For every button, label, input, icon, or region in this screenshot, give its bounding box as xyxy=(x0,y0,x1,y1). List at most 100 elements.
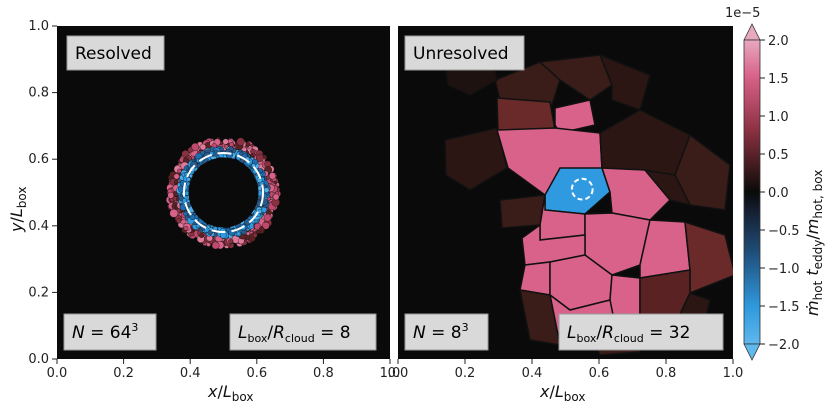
ring-cell-inner xyxy=(257,209,263,214)
ring-cell-inner xyxy=(263,187,270,193)
ring-cell-inner xyxy=(219,146,224,152)
ring-cell-inner xyxy=(186,177,191,182)
colorbar-gradient xyxy=(743,39,761,345)
colorbar-tick-label: −1.5 xyxy=(768,300,800,315)
cloud-core xyxy=(188,157,259,228)
right-annotation-ratio: Lbox/Rcloud = 32 xyxy=(567,323,690,345)
colorbar-tick-label: 2.0 xyxy=(768,34,789,49)
x-tick-label: 1.0 xyxy=(380,366,401,381)
x-tick-label: 0.6 xyxy=(246,366,267,381)
left-panel: Resolved N = 643 Lbox/Rcloud = 8 0.0 0.2 0… xyxy=(28,19,400,381)
cell-dark xyxy=(444,127,508,191)
y-tick-label: 0.8 xyxy=(28,86,49,101)
ring-cell-outer xyxy=(250,148,256,155)
x-tick-label: 0.4 xyxy=(522,366,543,381)
ring-cell-inner xyxy=(236,231,242,237)
cloud-boundary xyxy=(182,151,265,234)
right-cloud-marker xyxy=(570,177,594,201)
left-annotation-ratio: Lbox/Rcloud = 8 xyxy=(238,323,351,345)
colorbar: 1e−5 2.0 1.5 1.0 0.5 0.0 −0.5 −1.0 −1.5 −2.0 ṁho… xyxy=(725,6,825,361)
colorbar-top-extension xyxy=(743,23,761,41)
colorbar-tick-label: −1.0 xyxy=(768,262,800,277)
right-annotation-n: N = 83 xyxy=(413,321,469,343)
ring-cell-inner xyxy=(184,190,190,196)
x-tick-label: 0.4 xyxy=(180,366,201,381)
ring-cell-outer xyxy=(167,191,175,199)
left-annotation-n-box: N = 643 xyxy=(63,313,157,351)
ring-cell-outer xyxy=(222,138,229,145)
right-label: Unresolved xyxy=(413,44,509,64)
colorbar-label: ṁhot teddy/mhot, box xyxy=(803,170,825,316)
right-x-axis-label: x/Lbox xyxy=(539,382,585,404)
ring-cell-outer xyxy=(228,238,234,244)
colorbar-scale-note: 1e−5 xyxy=(725,6,760,21)
cell-dark xyxy=(499,194,546,229)
y-tick-label: 0.4 xyxy=(28,219,49,234)
left-x-ticks: 0.0 0.2 0.4 0.6 0.8 1.0 xyxy=(47,359,401,381)
x-tick-label: 1.0 xyxy=(723,366,744,381)
cell-maroon xyxy=(684,220,733,295)
colorbar-tick-label: 0.5 xyxy=(768,148,789,163)
colorbar-tick-label: 1.0 xyxy=(768,110,789,125)
ring-cell-inner xyxy=(220,232,227,239)
cell-pink xyxy=(639,219,691,279)
ring-cell-outer xyxy=(211,241,220,250)
cell-dark xyxy=(643,168,692,207)
left-label-box: Resolved xyxy=(66,35,165,71)
ring-cell-outer xyxy=(176,218,182,224)
x-tick-label: 0.6 xyxy=(589,366,610,381)
ring-cell-outer xyxy=(258,226,265,233)
cell-maroon xyxy=(554,99,596,134)
colorbar-tick-label: −0.5 xyxy=(768,224,800,239)
y-tick-label: 0.0 xyxy=(28,352,49,367)
ring-cell-outer xyxy=(263,213,272,222)
ring-cell-outer xyxy=(272,193,280,201)
left-label: Resolved xyxy=(75,44,152,64)
right-annotation-ratio-box: Lbox/Rcloud = 32 xyxy=(558,313,724,351)
right-label-box: Unresolved xyxy=(404,35,525,71)
colorbar-tick-label: 1.5 xyxy=(768,72,789,87)
x-tick-label: 0.0 xyxy=(388,366,409,381)
ring-cell-outer xyxy=(177,168,182,174)
x-tick-label: 0.2 xyxy=(455,366,476,381)
ring-cell-inner xyxy=(182,197,187,203)
ring-cell-outer xyxy=(199,233,204,239)
x-tick-label: 0.0 xyxy=(47,366,68,381)
y-tick-label: 1.0 xyxy=(28,19,49,34)
left-cloud-ring xyxy=(165,137,281,250)
ring-cell-outer xyxy=(245,142,251,147)
y-tick-label: 0.6 xyxy=(28,152,49,167)
left-annotation-ratio-box: Lbox/Rcloud = 8 xyxy=(229,313,377,351)
x-tick-label: 0.8 xyxy=(313,366,334,381)
ring-cell-inner xyxy=(183,211,188,217)
cell-dark xyxy=(598,53,651,111)
ring-cell-outer xyxy=(228,141,234,147)
cell-dark xyxy=(538,54,613,101)
cell-dark xyxy=(494,61,561,106)
left-annotation-n: N = 643 xyxy=(72,321,138,343)
ring-cell-outer xyxy=(169,208,179,218)
ring-cell-outer xyxy=(268,172,276,180)
ring-cell-inner xyxy=(189,214,196,221)
ring-cell-inner xyxy=(207,229,213,236)
ring-cell-outer xyxy=(236,137,245,146)
right-annotation-n-box: N = 83 xyxy=(404,313,489,351)
ring-cell-outer xyxy=(252,232,258,238)
y-tick-label: 0.2 xyxy=(28,285,49,300)
right-panel: Unresolved N = 83 Lbox/Rcloud = 32 0.0 0.… xyxy=(388,26,744,381)
ring-cell-outer xyxy=(187,147,193,153)
colorbar-ticks: 2.0 1.5 1.0 0.5 0.0 −0.5 −1.0 −1.5 −2.0 xyxy=(760,34,800,353)
left-y-axis-label: y/Lbox xyxy=(7,187,29,233)
ring-cell-inner xyxy=(195,223,201,229)
left-x-axis-label: x/Lbox xyxy=(207,382,253,404)
left-y-ticks: 0.0 0.2 0.4 0.6 0.8 1.0 xyxy=(28,19,57,367)
ring-cell-outer xyxy=(261,221,270,230)
colorbar-bottom-extension xyxy=(743,343,761,361)
right-x-ticks: 0.0 0.2 0.4 0.6 0.8 1.0 xyxy=(388,359,744,381)
colorbar-tick-label: 0.0 xyxy=(768,186,789,201)
right-voronoi-cells xyxy=(444,49,733,356)
ring-cell-outer xyxy=(183,225,189,231)
ring-cell-inner xyxy=(239,151,244,156)
x-tick-label: 0.2 xyxy=(113,366,134,381)
